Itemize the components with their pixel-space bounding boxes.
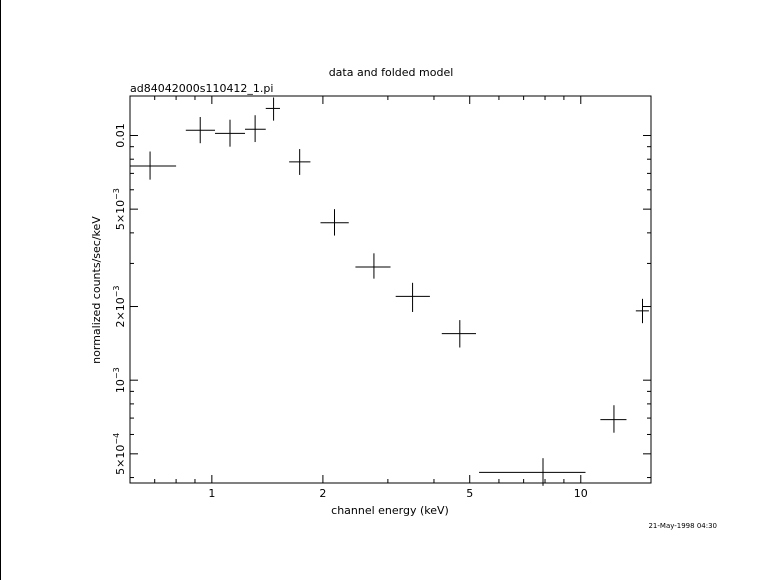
y-tick-label-text: 0.01 [114, 123, 127, 148]
y-tick-label-text: 5×10−3 [112, 188, 127, 230]
y-tick-label-text: 2×10−3 [112, 286, 127, 328]
x-tick-label: 1 [208, 487, 215, 500]
x-tick-label: 5 [466, 487, 473, 500]
x-axis-label: channel energy (keV) [331, 504, 449, 517]
timestamp: 21-May-1998 04:30 [648, 522, 717, 530]
y-tick-label-exponent: −3 [112, 188, 121, 200]
chart-subtitle: ad84042000s110412_1.pi [130, 82, 273, 95]
y-tick-label-base: 5×10 [114, 200, 127, 230]
y-tick-label: 5×10−3 [112, 188, 127, 230]
window-left-edge [0, 0, 1, 580]
axis-tick-labels: 1 2 5 105×10−410−32×10−35×10−30.01 [112, 123, 588, 500]
data-points [130, 97, 649, 486]
data-point [395, 282, 430, 312]
data-point [245, 115, 266, 143]
y-tick-label: 5×10−4 [112, 433, 127, 475]
y-tick-label: 2×10−3 [112, 286, 127, 328]
y-tick-label-base: 0.01 [114, 123, 127, 148]
y-tick-label-base: 2×10 [114, 297, 127, 327]
data-point [185, 116, 216, 144]
data-point [441, 320, 477, 348]
data-point [600, 405, 627, 433]
plot-frame [129, 95, 652, 484]
y-tick-label-exponent: −3 [112, 286, 121, 298]
y-tick-label-text: 10−3 [112, 367, 127, 393]
y-axis-label: normalized counts/sec/keV [90, 216, 103, 364]
data-point [479, 458, 586, 486]
x-tick-label: 10 [574, 487, 588, 500]
data-point [289, 149, 311, 175]
y-tick-label: 0.01 [114, 123, 127, 148]
axis-ticks [129, 96, 651, 483]
y-tick-label-exponent: −4 [112, 433, 121, 445]
data-point [635, 298, 649, 324]
x-tick-label: 2 [319, 487, 326, 500]
y-tick-label-text: 5×10−4 [112, 433, 127, 475]
data-point [215, 119, 246, 147]
data-point [355, 253, 391, 279]
y-tick-label-exponent: −3 [112, 367, 121, 379]
y-tick-label-base: 10 [114, 379, 127, 393]
chart-title: data and folded model [329, 66, 454, 79]
y-tick-label-base: 5×10 [114, 445, 127, 475]
data-point [265, 97, 280, 121]
data-point [130, 151, 177, 180]
data-point [320, 209, 349, 236]
y-tick-label: 10−3 [112, 367, 127, 393]
